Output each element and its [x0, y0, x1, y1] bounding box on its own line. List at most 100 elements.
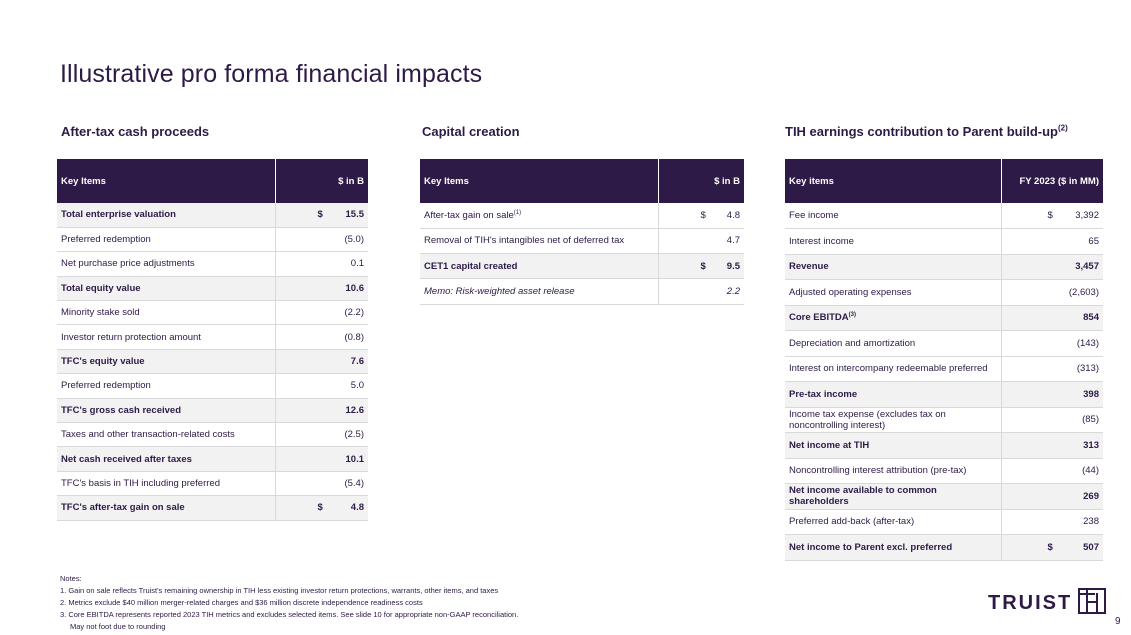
table-row: Net income available to common sharehold…: [785, 483, 1103, 510]
row-label: Memo: Risk-weighted asset release: [420, 278, 659, 305]
currency-symbol: $: [700, 209, 706, 221]
table-row: Net income at TIH 313: [785, 432, 1103, 459]
row-value: 398: [1001, 381, 1103, 408]
truist-th-logo-icon: [1078, 588, 1107, 619]
row-label: Net purchase price adjustments: [57, 251, 276, 277]
table-row: After-tax gain on sale(1) $4.8: [420, 203, 744, 229]
row-label: Depreciation and amortization: [785, 330, 1002, 357]
row-value: $4.8: [658, 203, 744, 229]
page-title: Illustrative pro forma financial impacts: [60, 60, 483, 88]
table-row: Total equity value 10.6: [57, 275, 368, 302]
table-row: Noncontrolling interest attribution (pre…: [785, 458, 1103, 484]
table-row: Minority stake sold (2.2): [57, 300, 368, 326]
column-header: Key Items: [57, 159, 276, 203]
cash-proceeds-table: Key Items $ in B Total enterprise valuat…: [57, 159, 368, 521]
table-row: Pre-tax income 398: [785, 381, 1103, 408]
column-header: FY 2023 ($ in MM): [1001, 159, 1103, 203]
row-value: 854: [1001, 304, 1103, 331]
currency-symbol: $: [700, 260, 706, 272]
row-label: After-tax gain on sale(1): [420, 203, 659, 229]
row-value: (2.2): [275, 300, 368, 326]
footnote-marker: (1): [513, 209, 522, 216]
rounding-note: May not foot due to rounding: [70, 622, 166, 631]
row-value: 65: [1001, 228, 1103, 255]
row-value: 313: [1001, 432, 1103, 459]
table-row: Interest income 65: [785, 228, 1103, 255]
table-row: Removal of TIH's intangibles net of defe…: [420, 228, 744, 255]
row-label: Pre-tax income: [785, 381, 1002, 408]
row-value: 4.7: [658, 228, 744, 255]
row-value: 269: [1001, 483, 1103, 510]
table-row: Core EBITDA(3) 854: [785, 304, 1103, 331]
row-label: Interest income: [785, 228, 1002, 255]
row-label: Net income to Parent excl. preferred: [785, 534, 1002, 561]
row-value: 10.6: [275, 275, 368, 302]
earnings-section-title: TIH earnings contribution to Parent buil…: [785, 123, 1068, 139]
row-label: CET1 capital created: [420, 253, 659, 280]
row-value: (2.5): [275, 422, 368, 448]
row-label: Adjusted operating expenses: [785, 279, 1002, 306]
row-label: TFC's equity value: [57, 349, 276, 375]
table-row: Net cash received after taxes 10.1: [57, 446, 368, 472]
row-value: (143): [1001, 330, 1103, 357]
row-label: Core EBITDA(3): [785, 304, 1002, 331]
table-row: Revenue 3,457: [785, 253, 1103, 280]
row-label: Interest on intercompany redeemable pref…: [785, 356, 1002, 382]
table-header-row: Key Items $ in B: [57, 159, 368, 203]
row-value: (0.8): [275, 324, 368, 350]
row-value: (5.0): [275, 227, 368, 253]
row-label: TFC's basis in TIH including preferred: [57, 471, 276, 497]
capital-creation-table: Key Items $ in B After-tax gain on sale(…: [420, 159, 744, 305]
notes-heading: Notes:: [60, 574, 82, 583]
table-row: Investor return protection amount (0.8): [57, 324, 368, 350]
table-row: Net income to Parent excl. preferred $50…: [785, 534, 1103, 561]
table-header-row: Key items FY 2023 ($ in MM): [785, 159, 1103, 203]
column-header: Key Items: [420, 159, 659, 203]
row-label: Fee income: [785, 203, 1002, 229]
table-row: TFC's after-tax gain on sale $4.8: [57, 495, 368, 521]
row-value: $4.8: [275, 495, 368, 521]
page-number: 9: [1115, 616, 1121, 627]
row-label: Investor return protection amount: [57, 324, 276, 350]
table-row: Net purchase price adjustments 0.1: [57, 251, 368, 277]
footnote-marker: (3): [848, 312, 856, 319]
row-label: Total enterprise valuation: [57, 203, 276, 228]
table-row: Memo: Risk-weighted asset release 2.2: [420, 278, 744, 305]
row-label: Total equity value: [57, 275, 276, 302]
row-label: Net cash received after taxes: [57, 446, 276, 472]
column-header: Key items: [785, 159, 1002, 203]
row-value: $3,392: [1001, 203, 1103, 229]
row-label: Net income at TIH: [785, 432, 1002, 459]
row-value: 0.1: [275, 251, 368, 277]
row-label: Preferred add-back (after-tax): [785, 509, 1002, 535]
row-label: Minority stake sold: [57, 300, 276, 326]
table-row: Preferred add-back (after-tax) 238: [785, 509, 1103, 535]
row-value: (44): [1001, 458, 1103, 484]
row-value: $15.5: [275, 203, 368, 228]
footnote-item: 2. Metrics exclude $40 million merger-re…: [60, 598, 423, 607]
table-row: Total enterprise valuation $15.5: [57, 203, 368, 228]
row-value: 2.2: [658, 278, 744, 305]
currency-symbol: $: [1047, 541, 1053, 553]
row-value: (5.4): [275, 471, 368, 497]
table-row: Preferred redemption (5.0): [57, 227, 368, 253]
row-value: $507: [1001, 534, 1103, 561]
table-row: Fee income $3,392: [785, 203, 1103, 229]
row-value: (2,603): [1001, 279, 1103, 306]
table-row: TFC's basis in TIH including preferred (…: [57, 471, 368, 497]
row-label: Taxes and other transaction-related cost…: [57, 422, 276, 448]
row-value: 238: [1001, 509, 1103, 535]
row-label: Net income available to common sharehold…: [785, 483, 1002, 510]
row-value: 7.6: [275, 349, 368, 375]
table-row: TFC's equity value 7.6: [57, 349, 368, 375]
row-label: TFC's gross cash received: [57, 397, 276, 424]
table-row: Adjusted operating expenses (2,603): [785, 279, 1103, 306]
logo-wordmark: TRUIST: [988, 592, 1073, 614]
table-row: Depreciation and amortization (143): [785, 330, 1103, 357]
earnings-buildup-table: Key items FY 2023 ($ in MM) Fee income $…: [785, 159, 1103, 561]
row-value: (85): [1001, 407, 1103, 433]
currency-symbol: $: [317, 209, 323, 221]
footnote-item: 3. Core EBITDA represents reported 2023 …: [60, 610, 519, 619]
row-label: Noncontrolling interest attribution (pre…: [785, 458, 1002, 484]
table-header-row: Key Items $ in B: [420, 159, 744, 203]
